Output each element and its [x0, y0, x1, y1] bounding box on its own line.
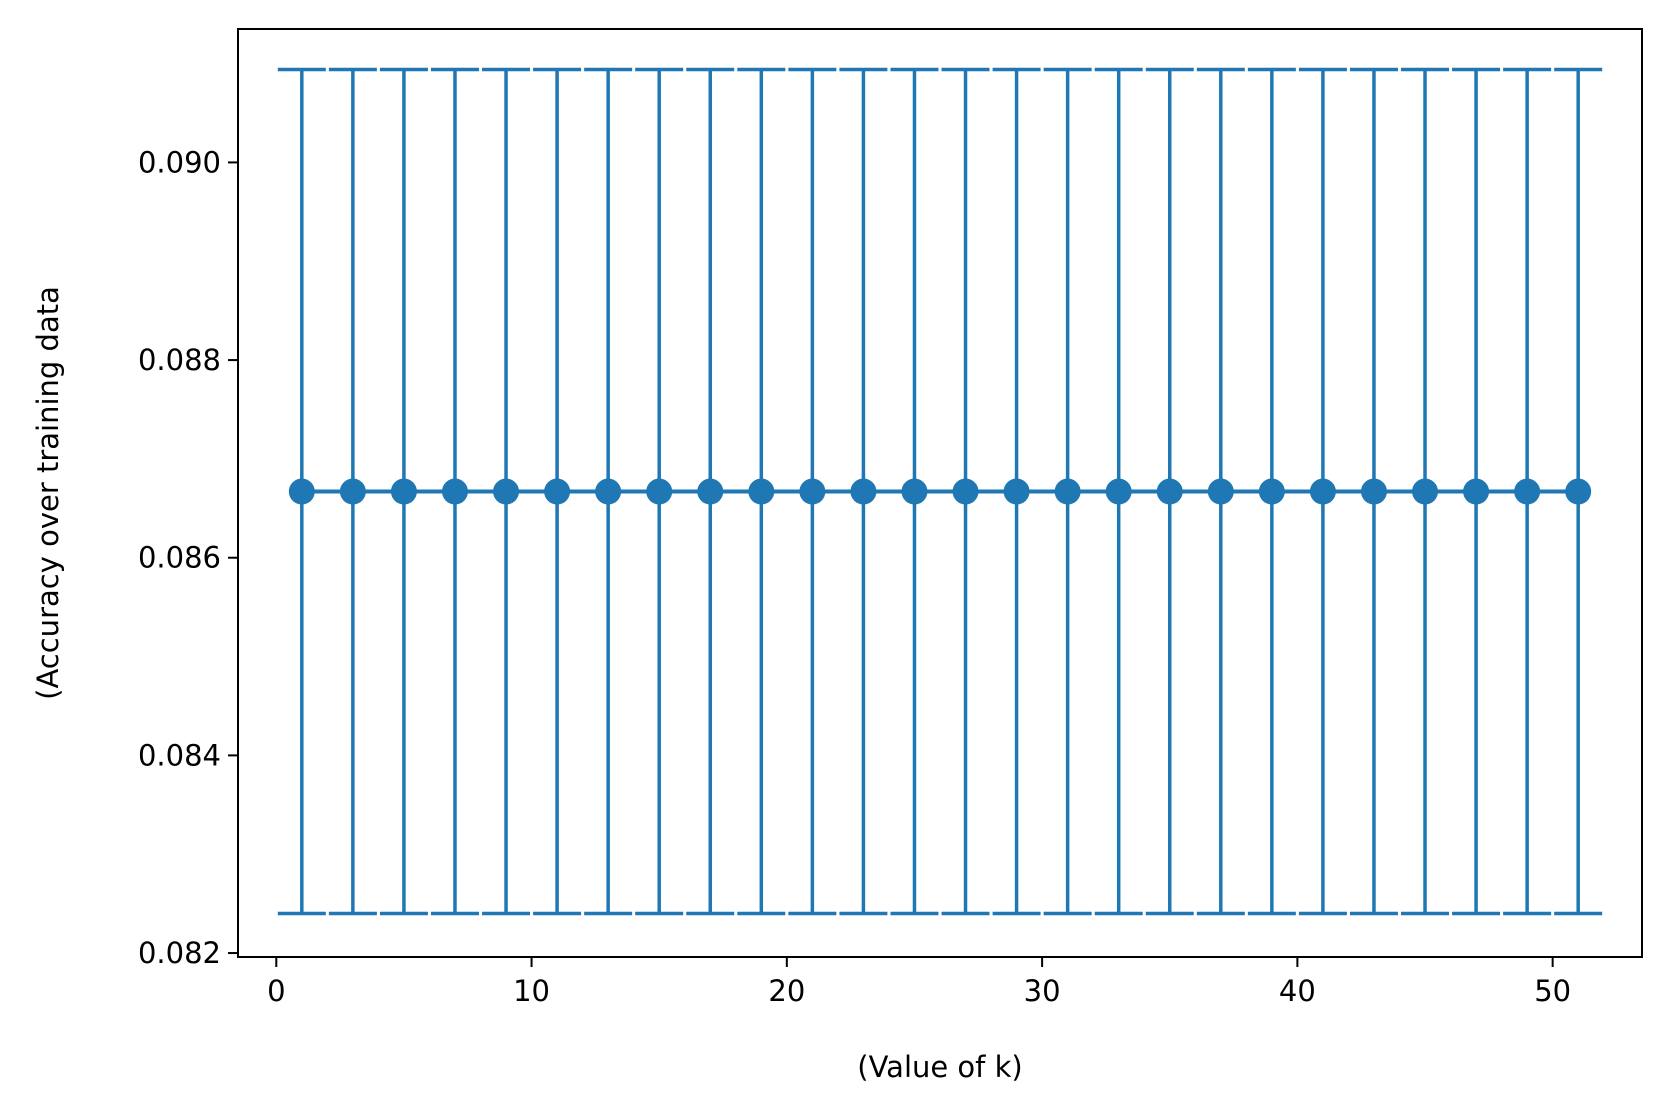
data-point	[339, 478, 366, 505]
data-point	[1105, 478, 1132, 505]
data-point	[288, 478, 315, 505]
data-point	[1514, 478, 1541, 505]
data-point	[850, 478, 877, 505]
data-point	[1054, 478, 1081, 505]
data-point	[748, 478, 775, 505]
x-tick-label: 40	[1279, 974, 1316, 1008]
plot-frame	[237, 28, 1643, 958]
data-point	[493, 478, 520, 505]
data-point	[1360, 478, 1387, 505]
x-tick-label: 30	[1024, 974, 1061, 1008]
data-point	[1463, 478, 1490, 505]
data-point	[952, 478, 979, 505]
data-point	[901, 478, 928, 505]
data-point	[1309, 478, 1336, 505]
x-tick-label: 0	[267, 974, 285, 1008]
data-point	[697, 478, 724, 505]
series-layer	[277, 67, 1603, 916]
data-point	[595, 478, 622, 505]
data-point	[544, 478, 571, 505]
y-axis-ticks: 0.082 0.084 0.086 0.088 0.090	[138, 145, 238, 970]
data-point	[1565, 478, 1592, 505]
x-axis-ticks: 0 10 20 30 40 50	[267, 957, 1571, 1008]
data-point	[1156, 478, 1183, 505]
x-tick-label: 50	[1534, 974, 1571, 1008]
data-point	[799, 478, 826, 505]
y-tick-label: 0.082	[138, 936, 221, 970]
y-tick-label: 0.090	[138, 145, 221, 179]
data-point	[1207, 478, 1234, 505]
data-point	[1412, 478, 1439, 505]
y-axis-label: (Accuracy over training data	[31, 286, 65, 700]
y-tick-label: 0.084	[138, 738, 221, 772]
y-tick-label: 0.086	[138, 541, 221, 575]
data-point	[646, 478, 673, 505]
x-axis-label: (Value of k)	[857, 1050, 1022, 1084]
y-tick-label: 0.088	[138, 343, 221, 377]
x-tick-label: 10	[513, 974, 550, 1008]
x-tick-label: 20	[768, 974, 805, 1008]
data-point	[1003, 478, 1030, 505]
data-point	[1258, 478, 1285, 505]
data-point	[390, 478, 417, 505]
data-point	[441, 478, 468, 505]
